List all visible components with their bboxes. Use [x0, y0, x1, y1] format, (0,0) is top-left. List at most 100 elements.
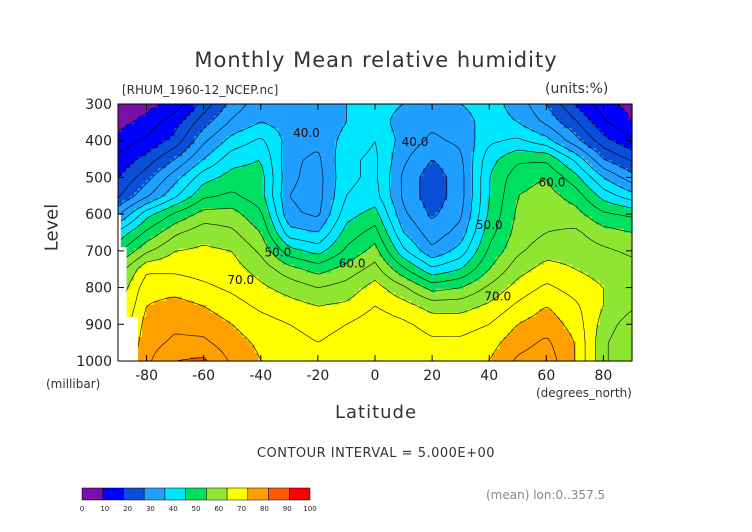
contour-fill-cell — [342, 124, 348, 129]
contour-fill-cell — [619, 232, 625, 238]
contour-fill-cell — [266, 248, 272, 254]
contour-fill-cell — [491, 208, 497, 214]
contour-fill-cell — [555, 160, 561, 165]
contour-fill-cell — [507, 212, 513, 218]
contour-fill-cell — [342, 120, 348, 125]
contour-fill-cell — [138, 160, 143, 165]
contour-fill-cell — [423, 188, 428, 193]
contour-fill-cell — [563, 252, 569, 258]
contour-fill-cell — [599, 252, 605, 258]
contour-fill-cell — [126, 216, 131, 222]
contour-fill-cell — [471, 228, 476, 234]
contour-fill-cell — [246, 192, 252, 197]
contour-fill-cell — [411, 116, 416, 121]
contour-fill-cell — [166, 160, 171, 165]
contour-fill-cell — [563, 220, 569, 226]
contour-fill-cell — [318, 144, 324, 149]
contour-fill-cell — [134, 116, 139, 121]
contour-fill-cell — [555, 240, 561, 246]
contour-fill-cell — [190, 216, 195, 222]
contour-fill-cell — [595, 104, 601, 109]
contour-fill-cell — [146, 120, 151, 125]
contour-fill-cell — [627, 128, 633, 133]
contour-fill-cell — [262, 132, 268, 137]
contour-fill-cell — [451, 120, 456, 125]
contour-fill-cell — [138, 168, 143, 173]
contour-fill-cell — [190, 172, 195, 177]
contour-fill-cell — [162, 228, 167, 234]
contour-fill-cell — [555, 244, 561, 250]
contour-fill-cell — [619, 124, 625, 129]
contour-fill-cell — [499, 112, 505, 117]
contour-fill-cell — [539, 152, 545, 157]
contour-fill-cell — [587, 228, 593, 234]
contour-fill-cell — [294, 124, 300, 129]
contour-fill-cell — [282, 180, 288, 185]
contour-fill-cell — [387, 228, 392, 234]
contour-fill-cell — [186, 256, 191, 262]
contour-fill-cell — [346, 124, 352, 129]
contour-fill-cell — [366, 148, 372, 153]
contour-fill-cell — [222, 132, 228, 137]
contour-fill-cell — [134, 172, 139, 177]
contour-fill-cell — [134, 144, 139, 149]
contour-fill-cell — [122, 212, 127, 218]
contour-fill-cell — [555, 184, 561, 189]
contour-fill-cell — [463, 216, 468, 222]
contour-fill-cell — [270, 112, 276, 117]
contour-fill-cell — [330, 236, 336, 242]
contour-fill-cell — [515, 236, 521, 242]
contour-fill-cell — [387, 116, 392, 121]
contour-fill-cell — [202, 240, 207, 246]
contour-fill-cell — [202, 236, 207, 242]
contour-fill-cell — [242, 244, 248, 250]
contour-fill-cell — [527, 148, 533, 153]
contour-fill-cell — [150, 248, 155, 254]
contour-fill-cell — [278, 160, 284, 165]
contour-fill-cell — [491, 204, 497, 210]
contour-fill-cell — [286, 184, 292, 189]
contour-fill-cell — [627, 176, 633, 181]
contour-fill-cell — [178, 232, 183, 238]
contour-fill-cell — [338, 224, 344, 230]
contour-fill-cell — [387, 148, 392, 153]
contour-fill-cell — [599, 124, 605, 129]
contour-fill-cell — [266, 168, 272, 173]
contour-fill-cell — [362, 128, 368, 133]
contour-fill-cell — [451, 204, 456, 210]
contour-fill-cell — [342, 160, 348, 165]
contour-fill-cell — [395, 156, 400, 161]
contour-fill-cell — [479, 140, 485, 145]
contour-fill-cell — [563, 180, 569, 185]
contour-fill-cell — [142, 256, 147, 262]
contour-fill-cell — [190, 220, 195, 226]
contour-fill-cell — [210, 160, 215, 165]
contour-fill-cell — [354, 116, 360, 121]
contour-fill-cell — [190, 128, 195, 133]
contour-fill-cell — [467, 200, 472, 205]
contour-fill-cell — [286, 136, 292, 141]
contour-fill-cell — [330, 196, 336, 201]
contour-fill-cell — [591, 180, 597, 185]
contour-fill-cell — [222, 200, 228, 205]
contour-fill-cell — [306, 128, 312, 133]
contour-fill-cell — [158, 200, 163, 205]
contour-fill-cell — [463, 124, 468, 129]
contour-fill-cell — [547, 156, 553, 161]
contour-fill-cell — [547, 244, 553, 250]
contour-fill-cell — [583, 156, 589, 161]
contour-fill-cell — [334, 120, 340, 125]
contour-fill-cell — [575, 216, 581, 222]
contour-fill-cell — [130, 128, 135, 133]
contour-fill-cell — [186, 216, 191, 222]
contour-fill-cell — [162, 188, 167, 193]
contour-fill-cell — [583, 180, 589, 185]
contour-fill-cell — [274, 152, 280, 157]
contour-fill-cell — [318, 184, 324, 189]
contour-fill-cell — [254, 128, 260, 133]
contour-fill-cell — [118, 112, 123, 117]
contour-fill-cell — [230, 120, 236, 125]
contour-fill-cell — [270, 204, 276, 210]
contour-fill-cell — [230, 160, 236, 165]
contour-fill-cell — [523, 196, 529, 201]
